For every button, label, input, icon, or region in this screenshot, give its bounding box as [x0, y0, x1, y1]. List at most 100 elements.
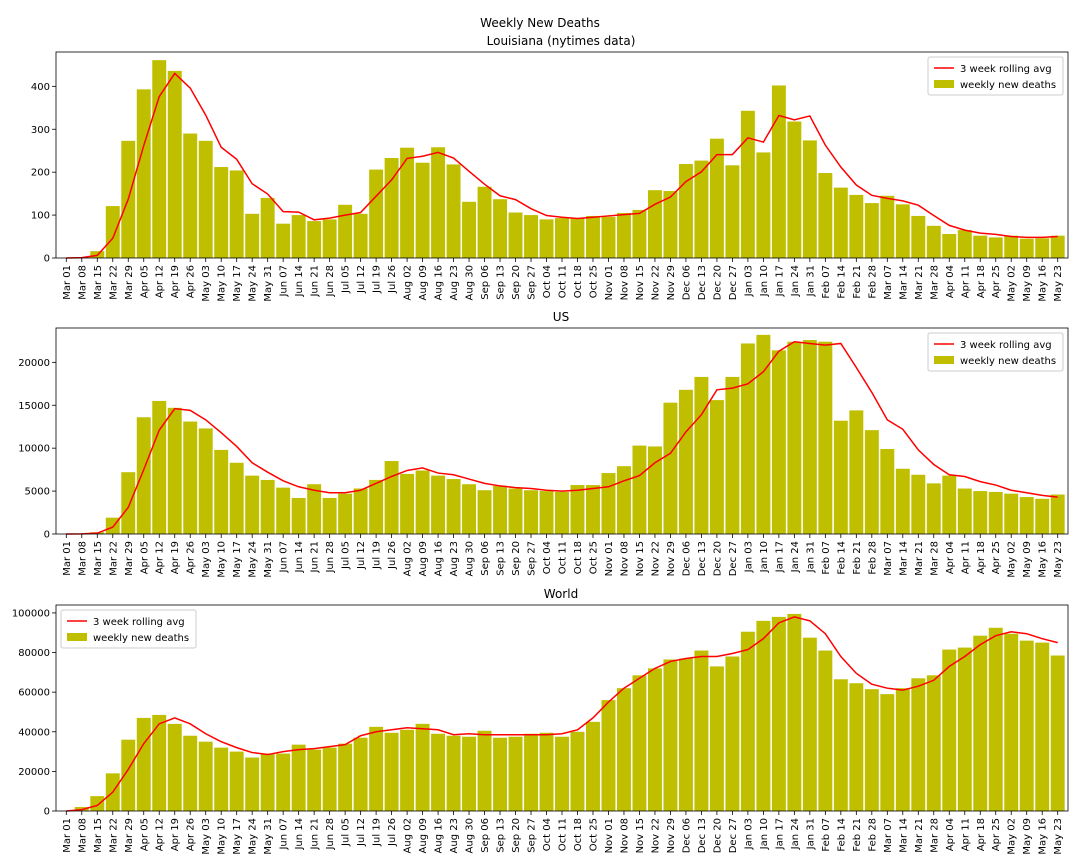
world-bar-49 — [818, 650, 833, 811]
us-x-tick-label-62: May 09 — [1022, 541, 1033, 578]
world-bar-33 — [570, 731, 585, 811]
world-bar-23 — [415, 723, 430, 811]
world-bar-32 — [555, 736, 569, 811]
us-bar-17 — [322, 497, 337, 534]
world-bar-64 — [1050, 655, 1065, 811]
louisiana-chart: Louisiana (nytimes data) 0 100 200 300 400 Ma… — [31, 34, 1069, 302]
us-bar-62 — [1019, 497, 1034, 534]
louisiana-x-tick-label-3: Mar 22 — [108, 265, 119, 300]
world-bar-27 — [477, 730, 492, 811]
world-bar-51 — [849, 683, 864, 811]
louisiana-bar-3 — [105, 206, 120, 258]
louisiana-legend-bar-label: weekly new deaths — [960, 80, 1056, 91]
world-bar-5 — [136, 717, 151, 811]
louisiana-bar-27 — [477, 186, 492, 258]
world-x-tick-label-34: Oct 25 — [588, 818, 599, 851]
world-bar-43 — [725, 656, 740, 811]
us-x-tick-label-48: Jan 31 — [805, 541, 816, 573]
louisiana-y-tick-label-0: 0 — [44, 254, 50, 265]
world-bar-62 — [1019, 640, 1034, 811]
louisiana-bar-42 — [709, 138, 724, 258]
world-x-tick-label-52: Feb 28 — [867, 818, 878, 852]
us-bar-42 — [709, 400, 724, 534]
world-x-tick-label-50: Feb 14 — [836, 818, 847, 852]
world-x-tick-label-35: Nov 01 — [604, 818, 615, 853]
louisiana-legend-line-label: 3 week rolling avg — [960, 64, 1052, 75]
louisiana-x-tick-label-31: Oct 04 — [542, 265, 553, 298]
us-bar-49 — [818, 341, 833, 534]
us-bar-59 — [973, 491, 988, 534]
us-chart: US 0 5000 10000 15000 20000 Mar 01 Mar 08 Mar 1… — [18, 310, 1069, 578]
louisiana-bar-44 — [740, 110, 755, 258]
us-x-tick-label-27: Sep 06 — [480, 541, 491, 576]
louisiana-x-tick-label-23: Aug 09 — [418, 265, 429, 300]
us-bar-55 — [911, 474, 926, 534]
louisiana-x-tick-label-4: Mar 29 — [124, 265, 135, 300]
us-bar-35 — [601, 473, 616, 534]
us-legend: 3 week rolling avg weekly new deaths — [927, 332, 1064, 372]
us-x-tick-label-31: Oct 04 — [542, 541, 553, 574]
louisiana-x-tick-label-44: Jan 03 — [743, 265, 754, 297]
louisiana-bar-54 — [895, 204, 910, 258]
us-x-tick-label-58: Apr 11 — [960, 541, 971, 574]
world-y-tick-label-1: 20000 — [18, 767, 50, 778]
us-bar-64 — [1050, 494, 1065, 534]
world-bar-47 — [787, 613, 802, 811]
us-x-tick-label-53: Mar 07 — [883, 541, 894, 576]
louisiana-x-tick-label-51: Feb 21 — [852, 265, 863, 299]
us-bar-47 — [787, 341, 802, 534]
louisiana-x-tick-label-47: Jan 24 — [790, 265, 801, 297]
louisiana-bar-26 — [462, 201, 477, 258]
world-x-tick-label-30: Sep 27 — [527, 818, 538, 853]
louisiana-bar-52 — [864, 203, 879, 258]
louisiana-x-tick-label-53: Mar 07 — [883, 265, 894, 300]
louisiana-x-tick-label-17: Jun 28 — [325, 265, 336, 298]
world-bar-50 — [833, 679, 848, 811]
us-bar-63 — [1035, 498, 1050, 534]
louisiana-bar-22 — [400, 147, 415, 258]
louisiana-bar-14 — [276, 223, 291, 258]
us-bar-19 — [353, 488, 368, 534]
world-legend: 3 week rolling avg weekly new deaths — [60, 609, 197, 649]
us-x-tick-label-23: Aug 09 — [418, 541, 429, 576]
us-x-tick-label-9: May 03 — [201, 541, 212, 578]
louisiana-x-tick-label-18: Jul 05 — [341, 265, 352, 294]
louisiana-bar-9 — [198, 140, 213, 258]
world-x-tick-label-12: May 24 — [248, 818, 259, 855]
us-bar-16 — [307, 484, 322, 534]
world-x-tick-label-42: Dec 20 — [712, 818, 723, 853]
louisiana-bar-17 — [322, 219, 337, 259]
louisiana-x-tick-label-55: Mar 21 — [914, 265, 925, 300]
world-x-tick-label-51: Feb 21 — [852, 818, 863, 852]
us-bar-46 — [771, 350, 786, 534]
louisiana-bar-50 — [833, 187, 848, 258]
world-x-tick-label-57: Apr 04 — [945, 818, 956, 851]
world-x-tick-label-37: Nov 15 — [635, 818, 646, 853]
louisiana-x-tick-label-60: Apr 25 — [991, 265, 1002, 298]
louisiana-bar-46 — [771, 85, 786, 258]
louisiana-x-tick-label-35: Nov 01 — [604, 265, 615, 300]
world-legend-line-label: 3 week rolling avg — [93, 617, 185, 628]
us-bar-10 — [214, 449, 229, 534]
world-bar-36 — [616, 688, 631, 811]
us-bar-21 — [384, 461, 399, 534]
us-x-tick-label-15: Jun 14 — [294, 541, 305, 574]
us-bar-8 — [183, 421, 198, 534]
louisiana-x-tick-label-27: Sep 06 — [480, 265, 491, 300]
world-x-tick-label-40: Dec 06 — [681, 818, 692, 853]
louisiana-x-tick-label-8: Apr 26 — [186, 265, 197, 298]
world-x-tick-label-13: May 31 — [263, 818, 274, 855]
louisiana-bar-10 — [214, 167, 229, 258]
louisiana-x-tick-label-61: May 02 — [1007, 265, 1018, 302]
us-bar-38 — [647, 446, 662, 534]
us-y-tick-label-4: 20000 — [18, 358, 50, 369]
louisiana-x-tick-label-22: Aug 02 — [403, 265, 414, 300]
louisiana-bar-31 — [539, 219, 554, 259]
us-bar-28 — [493, 485, 508, 534]
us-bar-60 — [988, 491, 1003, 534]
world-bar-10 — [214, 747, 229, 811]
louisiana-x-tick-label-36: Nov 08 — [619, 265, 630, 300]
louisiana-x-tick-label-56: Mar 28 — [929, 265, 940, 300]
world-x-tick-label-8: Apr 26 — [186, 818, 197, 851]
world-bar-56 — [926, 675, 941, 811]
